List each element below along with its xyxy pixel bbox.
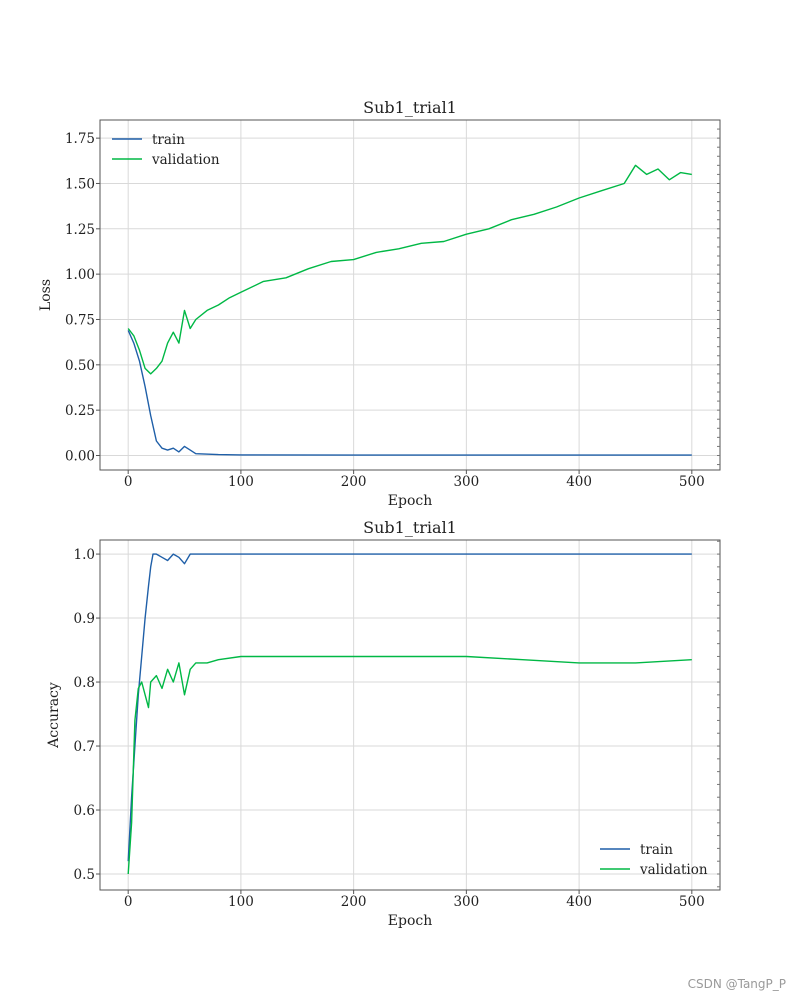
accuracy-x-axis-label: Epoch (388, 913, 432, 929)
loss-x-axis-label: Epoch (388, 493, 432, 509)
loss-y-tick-label: 1.50 (65, 176, 95, 192)
accuracy-legend-label-train: train (640, 842, 673, 858)
loss-y-tick-label: 0.75 (65, 312, 95, 328)
loss-y-tick-label: 0.25 (65, 403, 95, 419)
loss-y-tick-label: 0.50 (65, 358, 95, 374)
csdn-watermark: CSDN @TangP_P (687, 977, 786, 991)
accuracy-validation-line (127, 655, 692, 875)
loss-y-tick-label: 0.00 (65, 448, 95, 464)
loss-plot: Sub1_trial1 Epoch Loss 0 100 200 300 400 500 0… (38, 98, 721, 509)
loss-train-line (127, 330, 692, 456)
accuracy-y-tick-label: 0.6 (74, 803, 95, 819)
loss-x-tick-label: 400 (566, 474, 592, 490)
loss-y-tick-label: 1.00 (65, 267, 95, 283)
loss-x-tick-label: 200 (341, 474, 367, 490)
accuracy-x-tick-label: 400 (566, 894, 592, 910)
loss-y-axis-label: Loss (38, 279, 54, 311)
loss-axes-frame (99, 119, 721, 471)
loss-x-tick-label: 100 (228, 474, 254, 490)
loss-validation-line (127, 164, 692, 375)
accuracy-y-axis-label: Accuracy (46, 682, 62, 749)
accuracy-y-tick-label: 0.7 (74, 739, 95, 755)
accuracy-plot-title: Sub1_trial1 (363, 518, 457, 537)
accuracy-legend-label-validation: validation (639, 862, 708, 878)
accuracy-x-tick-label: 500 (679, 894, 705, 910)
loss-legend-label-train: train (152, 132, 185, 148)
accuracy-x-tick-label: 200 (341, 894, 367, 910)
loss-legend-label-validation: validation (151, 152, 220, 168)
accuracy-plot: Sub1_trial1 Epoch Accuracy 0 100 200 300 400… (46, 518, 721, 929)
accuracy-y-tick-label: 1.0 (74, 547, 95, 563)
accuracy-x-tick-label: 300 (453, 894, 479, 910)
loss-x-tick-label: 0 (124, 474, 133, 490)
accuracy-y-tick-label: 0.5 (74, 867, 95, 883)
accuracy-y-tick-label: 0.9 (74, 611, 95, 627)
loss-plot-title: Sub1_trial1 (363, 98, 457, 117)
accuracy-axes-frame (99, 539, 721, 891)
accuracy-train-line (127, 553, 692, 862)
loss-x-tick-label: 500 (679, 474, 705, 490)
loss-y-tick-label: 1.25 (65, 222, 95, 238)
loss-y-tick-label: 1.75 (65, 131, 95, 147)
loss-x-tick-label: 300 (453, 474, 479, 490)
accuracy-x-tick-label: 100 (228, 894, 254, 910)
accuracy-x-tick-label: 0 (124, 894, 133, 910)
accuracy-y-tick-label: 0.8 (74, 675, 95, 691)
